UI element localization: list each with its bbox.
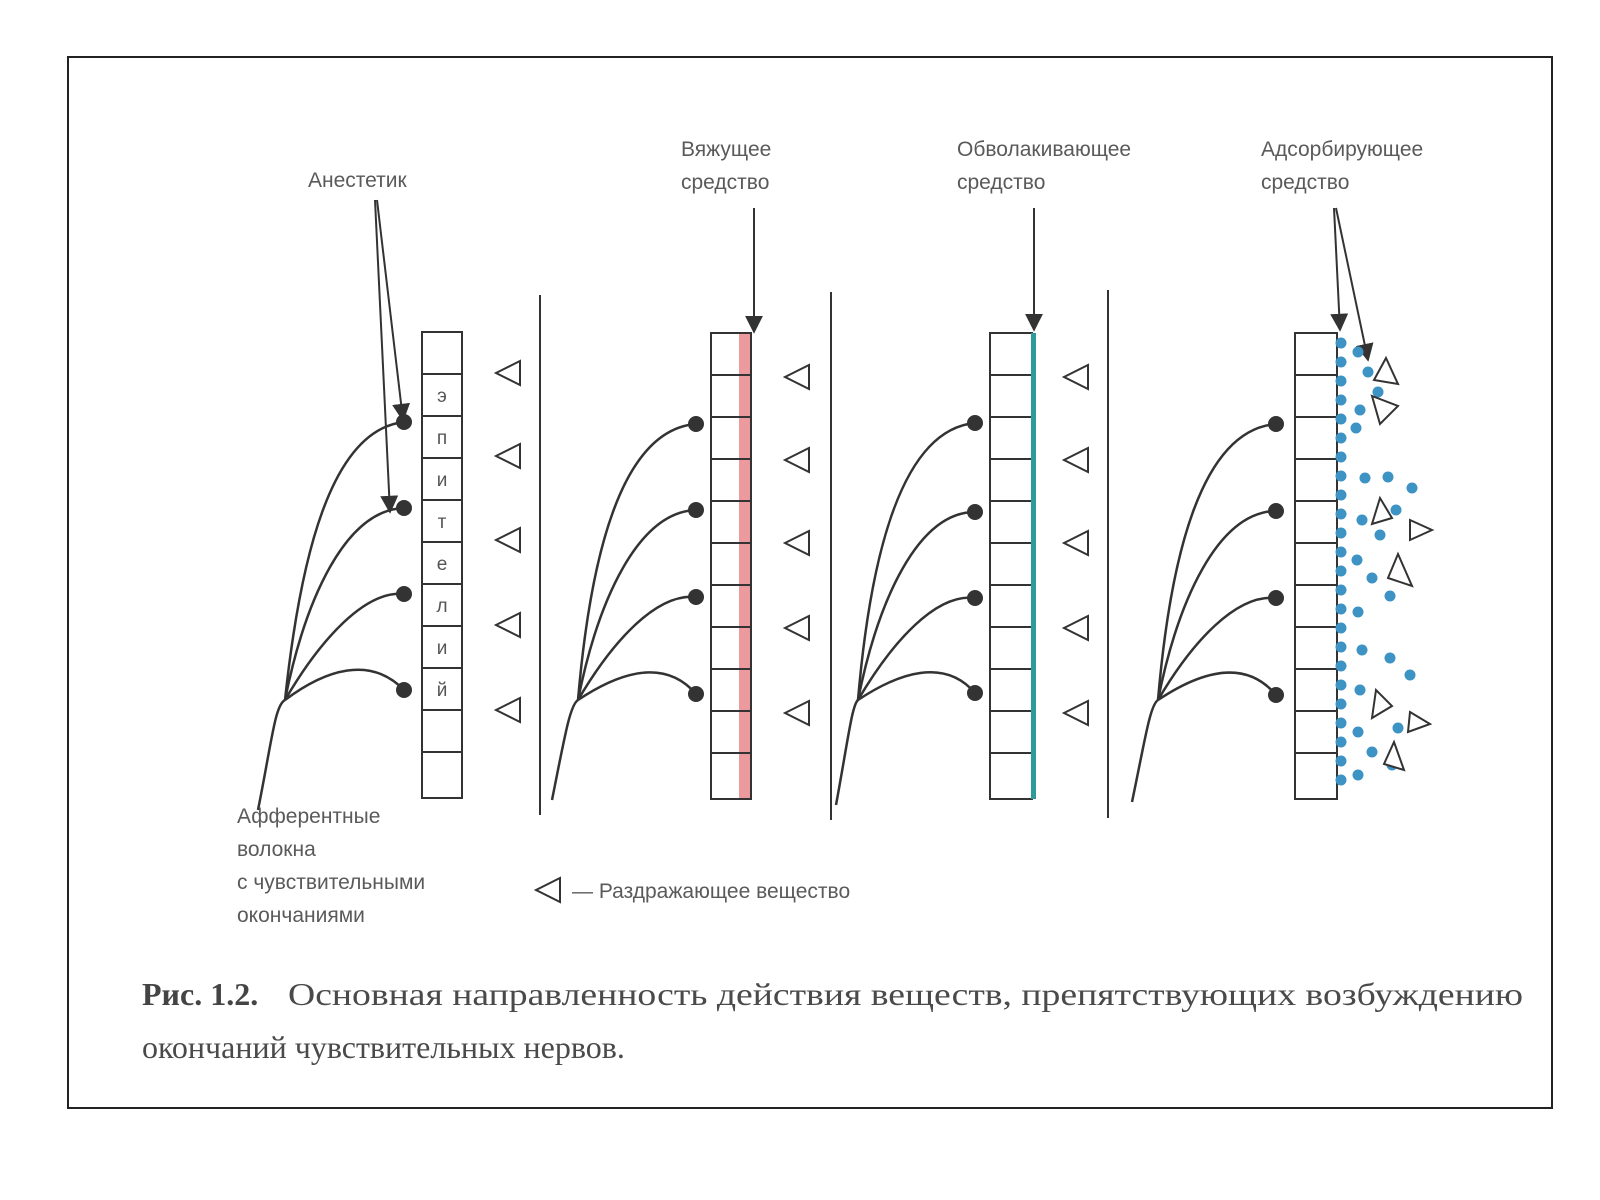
irritants-2 xyxy=(784,364,810,726)
caption-line-1: Основная направленность действия веществ… xyxy=(288,976,1523,1012)
nerve-fibers-2 xyxy=(550,422,697,801)
caption-label: Рис. 1.2. xyxy=(142,976,258,1012)
epithelium-letter: э xyxy=(437,386,447,407)
label-afferent-3: с чувствительными xyxy=(237,871,425,894)
epithelium-letter: и xyxy=(437,470,448,491)
label-afferent-1: Афферентные xyxy=(237,805,380,828)
panel-astringent: Вяжущее средство xyxy=(550,138,810,801)
label-afferent-2: волокна xyxy=(237,838,316,861)
epithelium-letter: л xyxy=(436,596,447,617)
label-enveloping-1: Обволакивающее xyxy=(957,138,1131,161)
caption-line-2: окончаний чувствительных нервов. xyxy=(142,1029,625,1065)
epithelium-column-1: э п и т е л и й xyxy=(421,331,463,799)
label-adsorbent-1: Адсорбирующее xyxy=(1261,138,1423,161)
panel-enveloping: Обволакивающее средство xyxy=(834,138,1131,806)
legend-irritant-icon xyxy=(535,877,561,903)
epithelium-column-2 xyxy=(710,332,752,800)
epithelium-letter: и xyxy=(437,638,448,659)
panel-anesthetic: Анестетик э п и т е л и й xyxy=(237,169,521,927)
epithelium-column-4 xyxy=(1294,332,1338,800)
legend: — Раздражающее вещество xyxy=(535,877,850,903)
panel-adsorbent: Адсорбирующее средство xyxy=(1130,138,1435,803)
irritants-1 xyxy=(495,360,521,723)
epithelium-letter: т xyxy=(438,512,447,533)
nerve-endings-2 xyxy=(688,416,704,702)
nerve-fibers-1 xyxy=(256,420,405,811)
nerve-fibers-3 xyxy=(834,421,976,806)
nerve-endings-4 xyxy=(1268,416,1284,703)
figure-frame xyxy=(67,56,1553,1109)
nerve-fibers-4 xyxy=(1130,422,1277,803)
label-astringent-1: Вяжущее xyxy=(681,138,771,161)
arrow-anesthetic-2 xyxy=(374,199,399,514)
epithelium-column-3 xyxy=(989,332,1033,800)
label-adsorbent-2: средство xyxy=(1261,171,1349,194)
arrow-adsorbent-2 xyxy=(1335,207,1374,362)
adsorbed-irritants xyxy=(1370,355,1435,772)
nerve-endings-3 xyxy=(967,415,983,701)
epithelium-letter: й xyxy=(437,680,448,701)
caption: Рис. 1.2. Основная направленность действ… xyxy=(142,976,1523,1065)
legend-text: — Раздражающее вещество xyxy=(572,880,850,903)
irritants-3 xyxy=(1063,364,1089,726)
arrow-anesthetic-1 xyxy=(376,199,411,422)
label-afferent-4: окончаниями xyxy=(237,904,365,927)
arrow-adsorbent-1 xyxy=(1330,207,1349,332)
epithelium-letter: п xyxy=(437,428,447,449)
epithelium-letter: е xyxy=(437,554,448,575)
label-enveloping-2: средство xyxy=(957,171,1045,194)
label-astringent-2: средство xyxy=(681,171,769,194)
enveloping-layer xyxy=(1031,333,1036,799)
adsorbent-particles xyxy=(1335,337,1418,786)
astringent-layer xyxy=(739,333,751,799)
label-anesthetic: Анестетик xyxy=(308,169,407,192)
nerve-endings-1 xyxy=(396,414,412,698)
